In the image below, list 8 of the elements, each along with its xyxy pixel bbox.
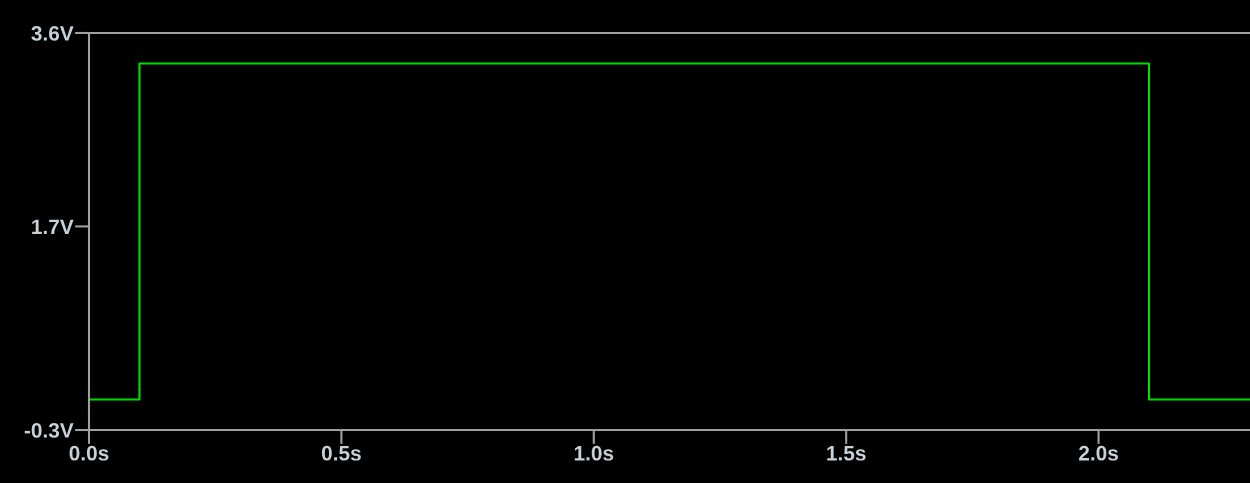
x-tick-label: 2.0s: [1079, 445, 1118, 461]
x-tick-label: 1.0s: [574, 445, 614, 461]
x-tick-label: 1.5s: [827, 446, 866, 461]
y-tick-label: 3.6V: [31, 25, 74, 41]
y-tick-label: 1.7V: [32, 219, 74, 234]
y-tick-label: -0.3V: [24, 423, 74, 438]
x-tick-label: 0.5s: [321, 445, 361, 461]
x-tick-label: 0.0s: [69, 445, 109, 461]
